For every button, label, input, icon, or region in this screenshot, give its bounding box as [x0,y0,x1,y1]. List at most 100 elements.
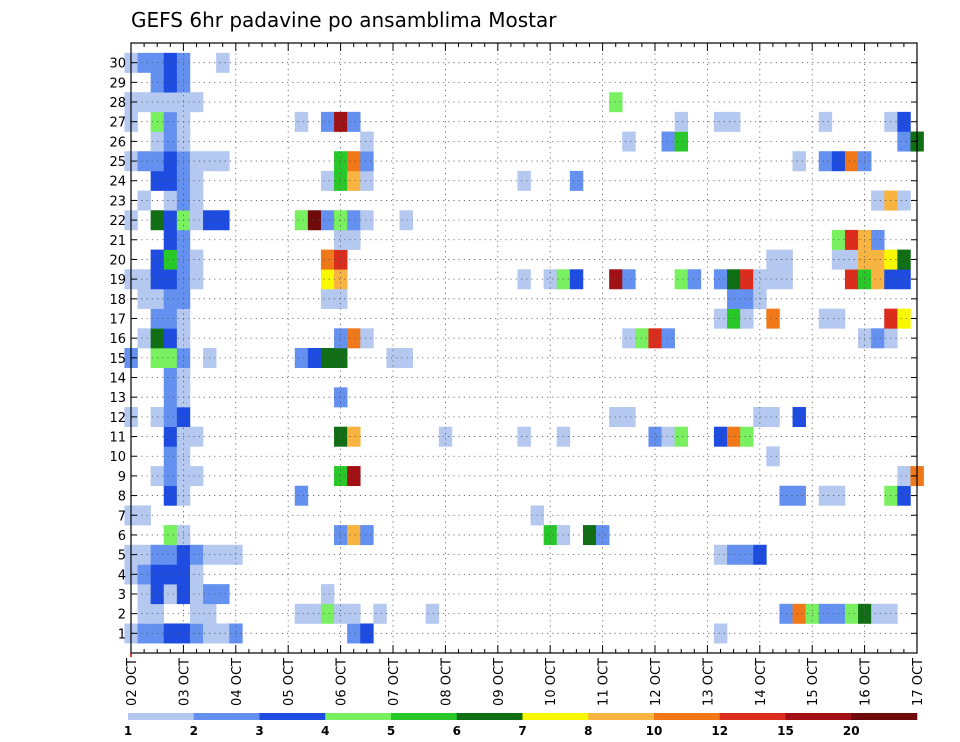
y-axis: 1234567891011121314151617181920212223242… [109,57,917,642]
y-tick-label: 28 [109,96,126,111]
heatmap-cell [766,407,780,428]
heatmap-cell [163,446,178,467]
y-tick-label: 27 [109,116,126,131]
heatmap-cell [622,407,636,428]
colorbar-label: 10 [646,724,663,738]
heatmap-cell [897,190,911,211]
heatmap-cell [622,131,636,152]
heatmap-cell [216,584,230,605]
heatmap-cell [727,544,741,565]
heatmap-cell [189,170,204,191]
colorbar-swatch [391,713,458,720]
colorbar-swatch [851,713,918,720]
heatmap-cell [844,151,859,172]
heatmap-cell [674,426,689,447]
colorbar-label: 6 [453,724,461,738]
y-tick-label: 8 [118,490,126,505]
x-tick-label: 13 OCT [701,658,716,706]
x-tick-label: 15 OCT [806,658,821,706]
heatmap-cell [740,288,754,309]
heatmap-cell [661,426,675,447]
heatmap-cell [740,308,754,329]
x-tick-label: 02 OCT [125,658,140,706]
x-tick-label: 11 OCT [597,658,612,706]
heatmap-cell [163,348,178,368]
y-tick-label: 9 [118,470,126,485]
heatmap-cell [713,623,728,644]
heatmap-cell [163,387,178,408]
heatmap-cell [294,210,309,231]
heatmap-cell [360,623,374,644]
heatmap-cell [569,269,584,290]
heatmap-cell [216,151,230,172]
x-tick-label: 03 OCT [177,658,192,706]
heatmap-cell [727,288,741,309]
heatmap-cell [307,348,322,368]
heatmap-cell [399,348,413,368]
heatmap-cell [163,170,178,191]
heatmap-cell [360,131,374,152]
colorbar-label: 8 [584,724,592,738]
heatmap-cell [320,210,335,231]
heatmap-cell [609,269,623,290]
heatmap-cell [189,584,204,605]
heatmap-cell [766,446,780,467]
heatmap-cell [347,229,361,250]
heatmap-cell [163,623,178,644]
heatmap-cell [189,466,204,487]
heatmap-cell [163,229,178,250]
heatmap-cell [425,603,440,624]
heatmap-cell [360,151,374,172]
heatmap-cell [360,525,374,546]
heatmap-cell [163,210,178,231]
heatmap-cell [163,367,178,388]
y-tick-label: 1 [118,627,126,642]
heatmap-cell [294,485,309,506]
heatmap-cell [360,328,374,349]
heatmap-cell [438,426,453,447]
heatmap-cell [334,525,348,546]
x-tick-label: 12 OCT [649,658,664,706]
heatmap-cell [713,426,728,447]
y-tick-label: 29 [109,76,126,91]
heatmap-cell [137,190,151,211]
heatmap-cell [294,111,309,132]
x-tick-label: 09 OCT [492,658,507,706]
heatmap-cell [163,131,178,152]
heatmap-cell [320,603,335,624]
colorbar-label: 4 [321,724,329,738]
heatmap-cell [294,348,309,368]
heatmap-cell [871,603,885,624]
heatmap-cell [137,52,151,73]
heatmap-cell [216,52,230,73]
colorbar-swatch [654,713,721,720]
heatmap-cell [163,328,178,349]
heatmap-cell [753,544,767,565]
heatmap-cell [766,249,780,270]
heatmap-cell [163,288,178,309]
heatmap-cell [779,249,793,270]
heatmap-cell [609,92,623,113]
y-tick-label: 16 [109,332,126,347]
heatmap-cell [818,111,833,132]
heatmap-cell [189,151,204,172]
heatmap-cell [897,308,911,329]
heatmap-cell [779,269,793,290]
heatmap-cell [844,249,859,270]
heatmap-cell [871,229,885,250]
heatmap-cell [334,466,348,487]
heatmap-cell [320,348,335,368]
heatmap-cell [163,92,178,113]
heatmap-cell [897,249,911,270]
heatmap-cell [320,249,335,270]
x-tick-label: 10 OCT [544,658,559,706]
x-tick-label: 05 OCT [282,658,297,706]
colorbar-label: 20 [843,724,860,738]
heatmap-cell [347,623,361,644]
heatmap-cell [189,269,204,290]
heatmap-cell [674,131,689,152]
heatmap-cell [347,466,361,487]
y-tick-label: 5 [118,549,126,564]
heatmap-cell [897,131,911,152]
y-tick-label: 4 [118,568,126,583]
